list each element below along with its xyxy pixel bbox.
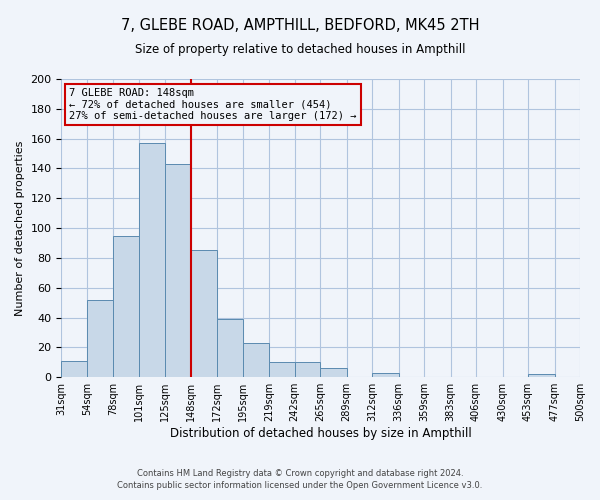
Bar [61,361,87,377]
Text: Size of property relative to detached houses in Ampthill: Size of property relative to detached ho… [135,42,465,56]
Text: Contains HM Land Registry data © Crown copyright and database right 2024.: Contains HM Land Registry data © Crown c… [137,468,463,477]
Bar [113,236,139,377]
Text: 7 GLEBE ROAD: 148sqm
← 72% of detached houses are smaller (454)
27% of semi-deta: 7 GLEBE ROAD: 148sqm ← 72% of detached h… [69,88,356,121]
Bar [191,250,217,377]
Bar [320,368,347,377]
Bar [372,372,398,377]
Bar [243,343,269,377]
Bar [269,362,295,377]
Bar [217,319,243,377]
Text: Contains public sector information licensed under the Open Government Licence v3: Contains public sector information licen… [118,481,482,490]
Bar [87,300,113,377]
X-axis label: Distribution of detached houses by size in Ampthill: Distribution of detached houses by size … [170,427,472,440]
Bar [166,164,191,377]
Y-axis label: Number of detached properties: Number of detached properties [15,140,25,316]
Bar [528,374,554,377]
Bar [139,143,166,377]
Text: 7, GLEBE ROAD, AMPTHILL, BEDFORD, MK45 2TH: 7, GLEBE ROAD, AMPTHILL, BEDFORD, MK45 2… [121,18,479,32]
Bar [295,362,320,377]
